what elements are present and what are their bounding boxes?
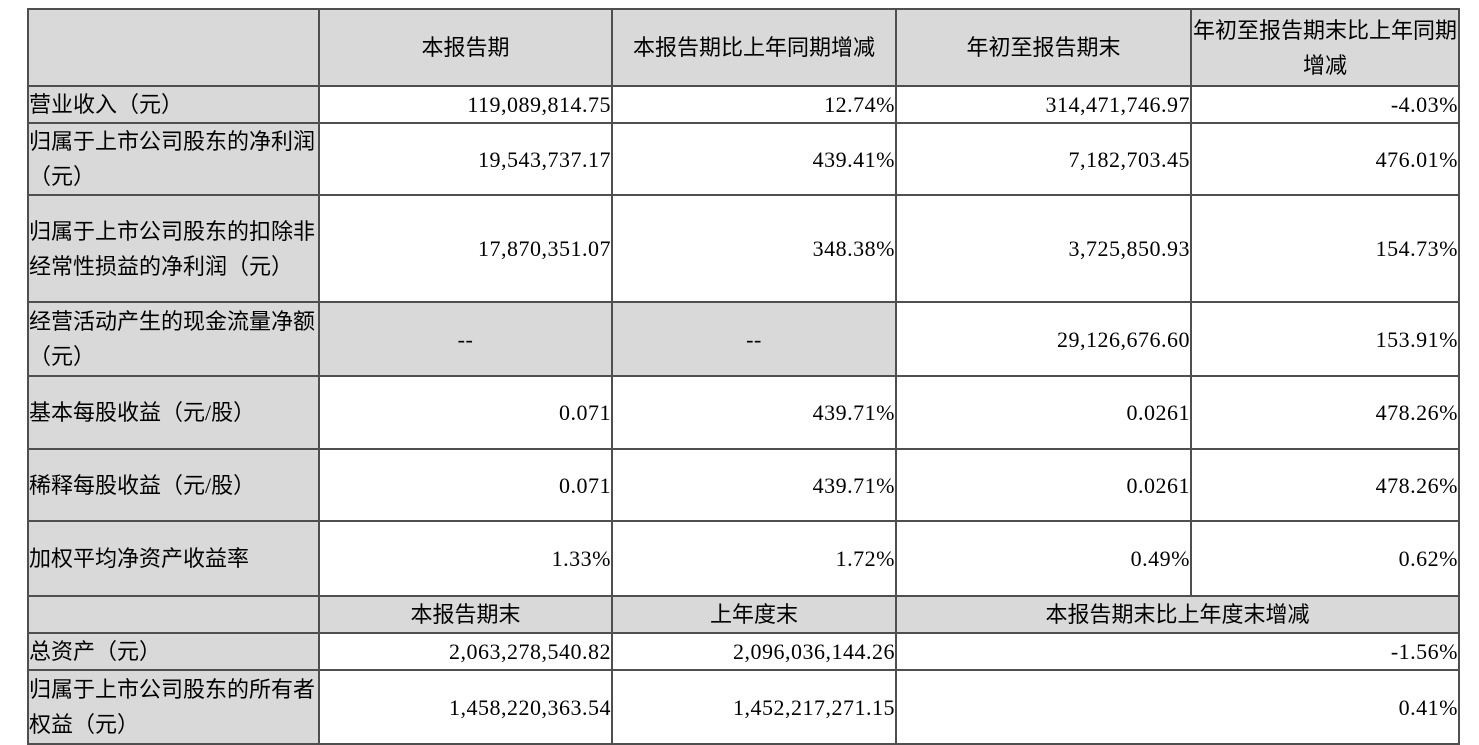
cell-value: 29,126,676.60	[895, 301, 1192, 377]
table-row: 加权平均净资产收益率 1.33% 1.72% 0.49% 0.62%	[27, 520, 1460, 597]
cell-value: 2,096,036,144.26	[611, 632, 897, 671]
table-subheader-row: 本报告期末 上年度末 本报告期末比上年度末增减	[27, 595, 1460, 634]
header-ytd-yoy-change: 年初至报告期末比上年同期增减	[1190, 8, 1460, 87]
cell-value: 0.49%	[895, 520, 1192, 597]
cell-value: 3,725,850.93	[895, 194, 1192, 303]
subheader-prior-year-end: 上年度末	[611, 595, 897, 634]
cell-value: 119,089,814.75	[318, 85, 613, 124]
table-row: 归属于上市公司股东的扣除非经常性损益的净利润（元） 17,870,351.07 …	[27, 194, 1460, 303]
cell-value: 0.071	[318, 375, 613, 450]
cell-value: 314,471,746.97	[895, 85, 1192, 124]
cell-value: 1,452,217,271.15	[611, 669, 897, 745]
cell-value: 1.72%	[611, 520, 897, 597]
table-row: 归属于上市公司股东的净利润（元） 19,543,737.17 439.41% 7…	[27, 122, 1460, 196]
cell-value: 7,182,703.45	[895, 122, 1192, 196]
row-label: 经营活动产生的现金流量净额（元）	[27, 301, 320, 377]
cell-value: 12.74%	[611, 85, 897, 124]
cell-value: 478.26%	[1190, 375, 1460, 450]
financial-summary-table: 本报告期 本报告期比上年同期增减 年初至报告期末 年初至报告期末比上年同期增减 …	[27, 8, 1460, 745]
cell-value: 0.0261	[895, 375, 1192, 450]
cell-value: 1,458,220,363.54	[318, 669, 613, 745]
header-yoy-change: 本报告期比上年同期增减	[611, 8, 897, 87]
cell-value: 439.41%	[611, 122, 897, 196]
cell-value: 2,063,278,540.82	[318, 632, 613, 671]
cell-dash: --	[318, 301, 613, 377]
subheader-change-vs-prior-year-end: 本报告期末比上年度末增减	[895, 595, 1460, 634]
row-label: 总资产（元）	[27, 632, 320, 671]
table-row: 稀释每股收益（元/股） 0.071 439.71% 0.0261 478.26%	[27, 448, 1460, 522]
row-label: 归属于上市公司股东的扣除非经常性损益的净利润（元）	[27, 194, 320, 303]
cell-value: 476.01%	[1190, 122, 1460, 196]
subheader-cell-empty	[27, 595, 320, 634]
header-cell-empty	[27, 8, 320, 87]
cell-value: 439.71%	[611, 375, 897, 450]
cell-value: 348.38%	[611, 194, 897, 303]
table-row: 基本每股收益（元/股） 0.071 439.71% 0.0261 478.26%	[27, 375, 1460, 450]
cell-value: 0.41%	[895, 669, 1460, 745]
row-label: 归属于上市公司股东的净利润（元）	[27, 122, 320, 196]
cell-value: 478.26%	[1190, 448, 1460, 522]
cell-value: -1.56%	[895, 632, 1460, 671]
cell-value: 17,870,351.07	[318, 194, 613, 303]
cell-value: 0.0261	[895, 448, 1192, 522]
table-header-row: 本报告期 本报告期比上年同期增减 年初至报告期末 年初至报告期末比上年同期增减	[27, 8, 1460, 87]
cell-value: 153.91%	[1190, 301, 1460, 377]
cell-value: 439.71%	[611, 448, 897, 522]
cell-value: 0.071	[318, 448, 613, 522]
cell-value: 19,543,737.17	[318, 122, 613, 196]
row-label: 基本每股收益（元/股）	[27, 375, 320, 450]
table-row: 总资产（元） 2,063,278,540.82 2,096,036,144.26…	[27, 632, 1460, 671]
financial-summary: 本报告期 本报告期比上年同期增减 年初至报告期末 年初至报告期末比上年同期增减 …	[27, 8, 1460, 745]
cell-value: 0.62%	[1190, 520, 1460, 597]
row-label: 营业收入（元）	[27, 85, 320, 124]
cell-value: -4.03%	[1190, 85, 1460, 124]
cell-value: 1.33%	[318, 520, 613, 597]
subheader-period-end: 本报告期末	[318, 595, 613, 634]
row-label: 归属于上市公司股东的所有者权益（元）	[27, 669, 320, 745]
cell-dash: --	[611, 301, 897, 377]
row-label: 加权平均净资产收益率	[27, 520, 320, 597]
table-row: 归属于上市公司股东的所有者权益（元） 1,458,220,363.54 1,45…	[27, 669, 1460, 745]
row-label: 稀释每股收益（元/股）	[27, 448, 320, 522]
table-row: 经营活动产生的现金流量净额（元） -- -- 29,126,676.60 153…	[27, 301, 1460, 377]
cell-value: 154.73%	[1190, 194, 1460, 303]
table-row: 营业收入（元） 119,089,814.75 12.74% 314,471,74…	[27, 85, 1460, 124]
header-current-period: 本报告期	[318, 8, 613, 87]
header-ytd: 年初至报告期末	[895, 8, 1192, 87]
